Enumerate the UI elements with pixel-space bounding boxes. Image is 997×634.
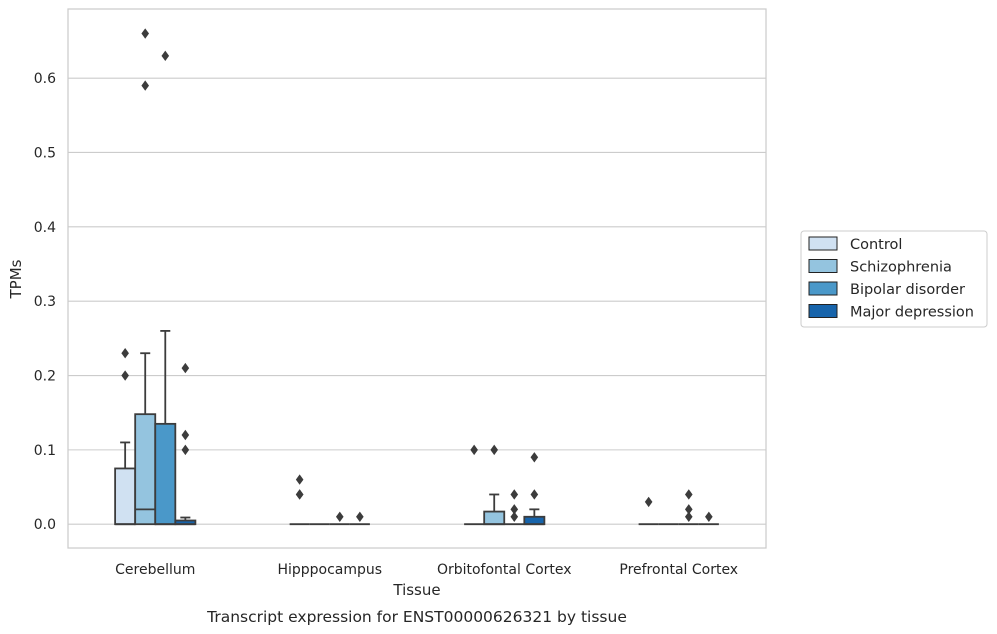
outlier-point (644, 496, 653, 508)
x-axis-ticks: Cerebellum Hipppocampus Orbitofontal Corte… (115, 562, 738, 578)
outlier-points (121, 28, 713, 522)
box-schizophrenia (483, 493, 506, 526)
box-bipolar-disorder (154, 330, 177, 526)
chart-caption: Transcript expression for ENST0000062632… (206, 608, 627, 626)
outlier-point (356, 511, 364, 522)
box-major-depression (174, 516, 197, 526)
x-tick-label: Prefrontal Cortex (619, 562, 738, 578)
outlier-point (684, 511, 693, 522)
legend-swatch (808, 304, 838, 318)
legend-swatch (808, 236, 838, 251)
legend-swatch (808, 281, 838, 296)
outlier-point (161, 50, 170, 62)
outlier-point (490, 444, 499, 456)
legend-frame (800, 230, 988, 328)
box-body (523, 515, 546, 526)
y-tick-label: 0.0 (34, 517, 56, 533)
outlier-point (141, 28, 150, 39)
outlier-point (121, 348, 129, 359)
legend-label: Control (850, 237, 902, 253)
outlier-point (295, 489, 304, 500)
outlier-point (121, 370, 129, 381)
y-tick-label: 0.1 (34, 443, 56, 459)
outlier-point (530, 452, 539, 463)
x-tick-label: Cerebellum (115, 562, 195, 578)
outlier-point (181, 362, 190, 374)
legend: Control Schizophrenia Bipolar disorder Majo… (800, 230, 988, 328)
box-body (483, 510, 506, 526)
y-tick-label: 0.5 (34, 145, 56, 161)
outlier-point (181, 429, 190, 441)
box-body (154, 422, 177, 526)
outlier-point (335, 511, 344, 522)
outlier-point (530, 489, 539, 500)
outlier-point (510, 489, 519, 500)
plot-frame (67, 8, 767, 549)
outlier-point (705, 511, 713, 522)
outlier-point (684, 504, 693, 515)
outlier-point (510, 504, 519, 515)
legend-swatch (808, 259, 838, 273)
outlier-point (684, 489, 693, 500)
legend-label: Major depression (850, 305, 974, 321)
outlier-point (141, 80, 150, 91)
box-major-depression (523, 508, 546, 526)
box-schizophrenia (134, 352, 157, 526)
x-axis-label: Tissue (392, 581, 440, 599)
x-tick-label: Hipppocampus (277, 562, 382, 578)
outlier-point (470, 444, 478, 456)
outlier-point (295, 474, 304, 485)
box-body (114, 467, 137, 526)
y-axis-label: TPMs (7, 259, 25, 299)
legend-label: Bipolar disorder (850, 282, 965, 298)
outlier-point (181, 444, 190, 456)
box-control (114, 441, 137, 526)
y-tick-label: 0.3 (34, 294, 56, 310)
outlier-point (510, 511, 519, 522)
x-tick-label: Orbitofontal Cortex (437, 562, 572, 578)
box-body (134, 413, 157, 526)
y-axis-ticks: 0.0 0.1 0.2 0.3 0.4 0.5 0.6 (34, 71, 56, 533)
y-tick-label: 0.4 (34, 220, 56, 236)
y-tick-label: 0.2 (34, 369, 56, 385)
box-plots (114, 330, 719, 526)
legend-label: Schizophrenia (850, 260, 952, 276)
y-tick-label: 0.6 (34, 71, 56, 87)
